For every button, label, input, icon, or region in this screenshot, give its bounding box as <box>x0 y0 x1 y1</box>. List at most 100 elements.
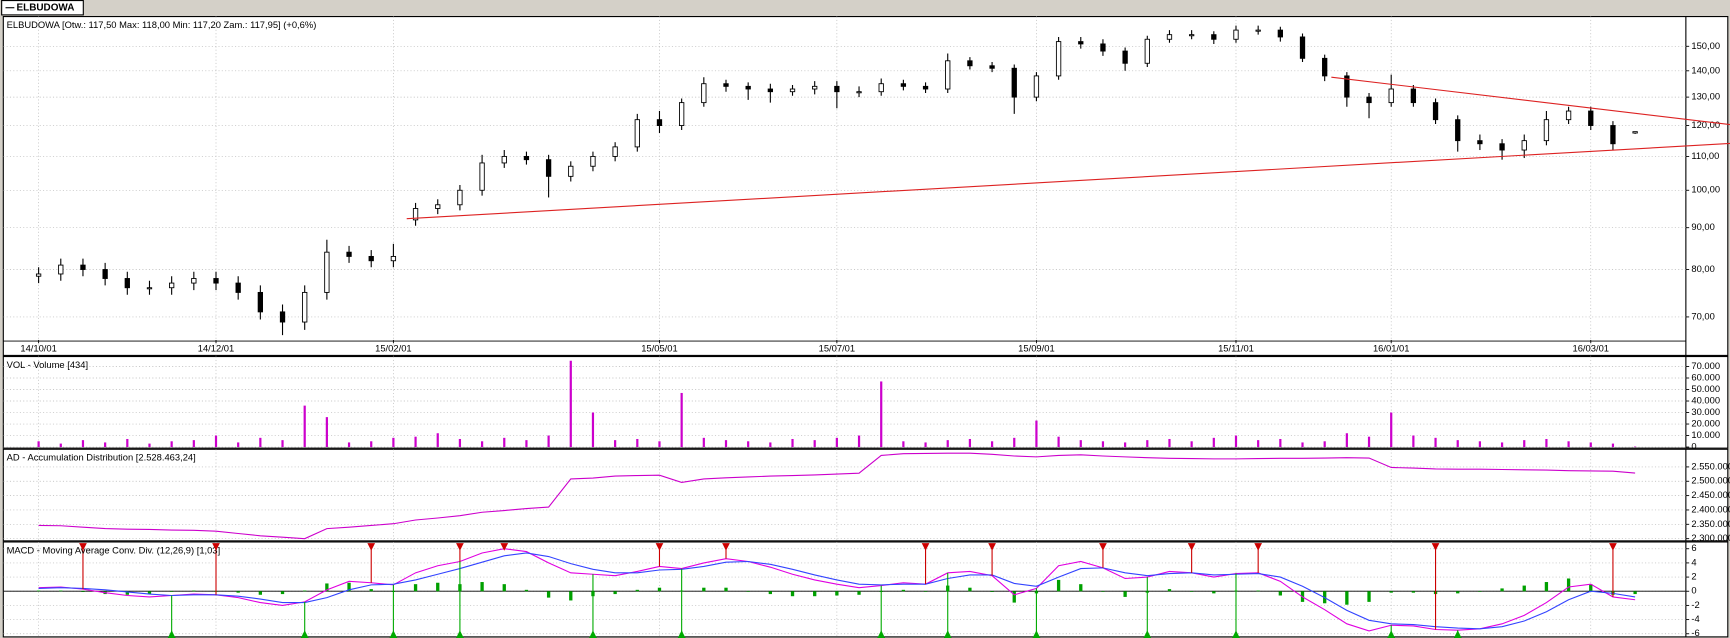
y-tick-label: 2.500.000 <box>1691 476 1730 486</box>
volume-bar <box>658 441 661 448</box>
histogram-bar <box>1101 591 1105 592</box>
candle-body <box>235 282 241 293</box>
y-tick-label: 100,00 <box>1691 185 1720 195</box>
tab-label[interactable]: ELBUDOWA <box>17 2 75 13</box>
histogram-bar <box>280 591 285 595</box>
volume-bar <box>1412 435 1415 448</box>
volume-bar <box>104 442 107 448</box>
buy-signal <box>1032 630 1041 638</box>
y-tick-label: 0 <box>1691 586 1696 596</box>
sell-signal <box>500 543 509 551</box>
histogram-bar <box>990 591 994 592</box>
histogram-bar <box>657 587 662 592</box>
y-tick-label: -2 <box>1691 600 1699 610</box>
buy-signal <box>943 630 952 638</box>
y-tick-label: 150,00 <box>1691 41 1720 51</box>
volume-bar <box>325 417 328 448</box>
candle-body <box>1055 41 1062 77</box>
volume-bar <box>1212 437 1215 448</box>
candle-body <box>523 155 530 161</box>
candle-body <box>257 291 263 313</box>
candle-body <box>1455 119 1461 142</box>
candle-body <box>1188 34 1195 37</box>
candle-body <box>745 85 751 90</box>
candle-body <box>723 83 729 87</box>
candle-body <box>989 65 995 69</box>
histogram-bar <box>347 582 351 592</box>
volume-bar <box>902 441 905 448</box>
volume-bar <box>1035 420 1038 448</box>
volume-bar <box>1500 442 1504 448</box>
volume-bar <box>835 437 838 448</box>
candle-body <box>80 264 86 270</box>
candle-body <box>191 278 197 284</box>
candle-body <box>124 278 130 289</box>
candle-body <box>612 146 618 157</box>
volume-bar <box>1168 438 1171 448</box>
histogram-bar <box>1056 579 1061 592</box>
volume-bar <box>148 443 151 448</box>
candle-body <box>1255 29 1261 32</box>
histogram-bar <box>1478 591 1482 592</box>
volume-bar <box>303 405 306 448</box>
histogram-bar <box>1367 591 1371 602</box>
buy-signal <box>167 630 176 638</box>
volume-bar <box>1257 440 1260 448</box>
candle-body <box>1078 41 1084 45</box>
histogram-bar <box>59 590 63 592</box>
sell-signal <box>1431 543 1440 551</box>
y-tick-label: 6 <box>1691 543 1696 553</box>
volume-bar <box>1323 441 1326 448</box>
histogram-bar <box>81 591 85 592</box>
candle-body <box>656 119 663 126</box>
panel <box>2 355 1729 449</box>
candle-body <box>213 278 219 284</box>
histogram-bar <box>36 590 41 592</box>
sell-signal <box>921 543 930 551</box>
buy-signal <box>589 630 597 638</box>
x-tick-label: 15/07/01 <box>819 343 855 353</box>
volume-bar <box>791 438 794 448</box>
candle-body <box>1122 50 1128 64</box>
volume-bar <box>569 360 572 448</box>
histogram-bar <box>325 583 329 592</box>
histogram-bar <box>192 590 196 592</box>
y-tick-label: 130,00 <box>1691 92 1720 102</box>
candle-body <box>701 83 707 104</box>
histogram-bar <box>1500 588 1504 592</box>
buy-signal <box>877 630 886 638</box>
panel-title: MACD - Moving Average Conv. Div. (12,26,… <box>7 545 221 555</box>
histogram-bar <box>1167 589 1172 592</box>
volume-bar <box>281 440 284 448</box>
panel-title: AD - Accumulation Distribution [2.528.46… <box>7 453 196 463</box>
candle-body <box>856 91 862 94</box>
volume-bar <box>81 440 85 448</box>
ad-line <box>38 452 1636 540</box>
volume-bar <box>392 437 395 448</box>
volume-bar <box>414 436 417 448</box>
y-tick-label: 4 <box>1691 557 1696 567</box>
candle-body <box>767 88 773 93</box>
candle-body <box>346 251 352 257</box>
x-tick-label: 15/05/01 <box>641 343 677 353</box>
histogram-bar <box>1566 578 1571 592</box>
candle-body <box>1565 110 1572 121</box>
symbol-tab[interactable] <box>1 0 84 16</box>
trend-line <box>406 142 1730 220</box>
histogram-bar <box>1123 591 1127 597</box>
volume-bar <box>614 440 617 448</box>
y-tick-label: 2.350.000 <box>1691 519 1730 529</box>
histogram-bar <box>1456 591 1460 594</box>
volume-bar <box>192 440 195 448</box>
histogram-bar <box>857 591 861 595</box>
histogram-bar <box>236 591 240 593</box>
histogram-bar <box>813 591 817 597</box>
sell-signal <box>1099 543 1107 551</box>
x-tick-label: 15/02/01 <box>375 343 411 353</box>
sell-signal <box>655 543 664 551</box>
volume-bar <box>1234 435 1238 448</box>
sell-signal <box>1254 543 1263 551</box>
candle-body <box>1166 34 1173 40</box>
trend-line <box>1331 76 1730 126</box>
